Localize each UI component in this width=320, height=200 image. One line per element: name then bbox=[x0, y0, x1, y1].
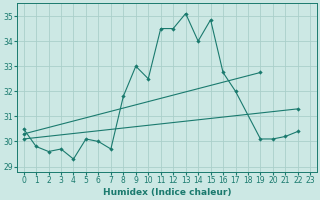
X-axis label: Humidex (Indice chaleur): Humidex (Indice chaleur) bbox=[103, 188, 231, 197]
